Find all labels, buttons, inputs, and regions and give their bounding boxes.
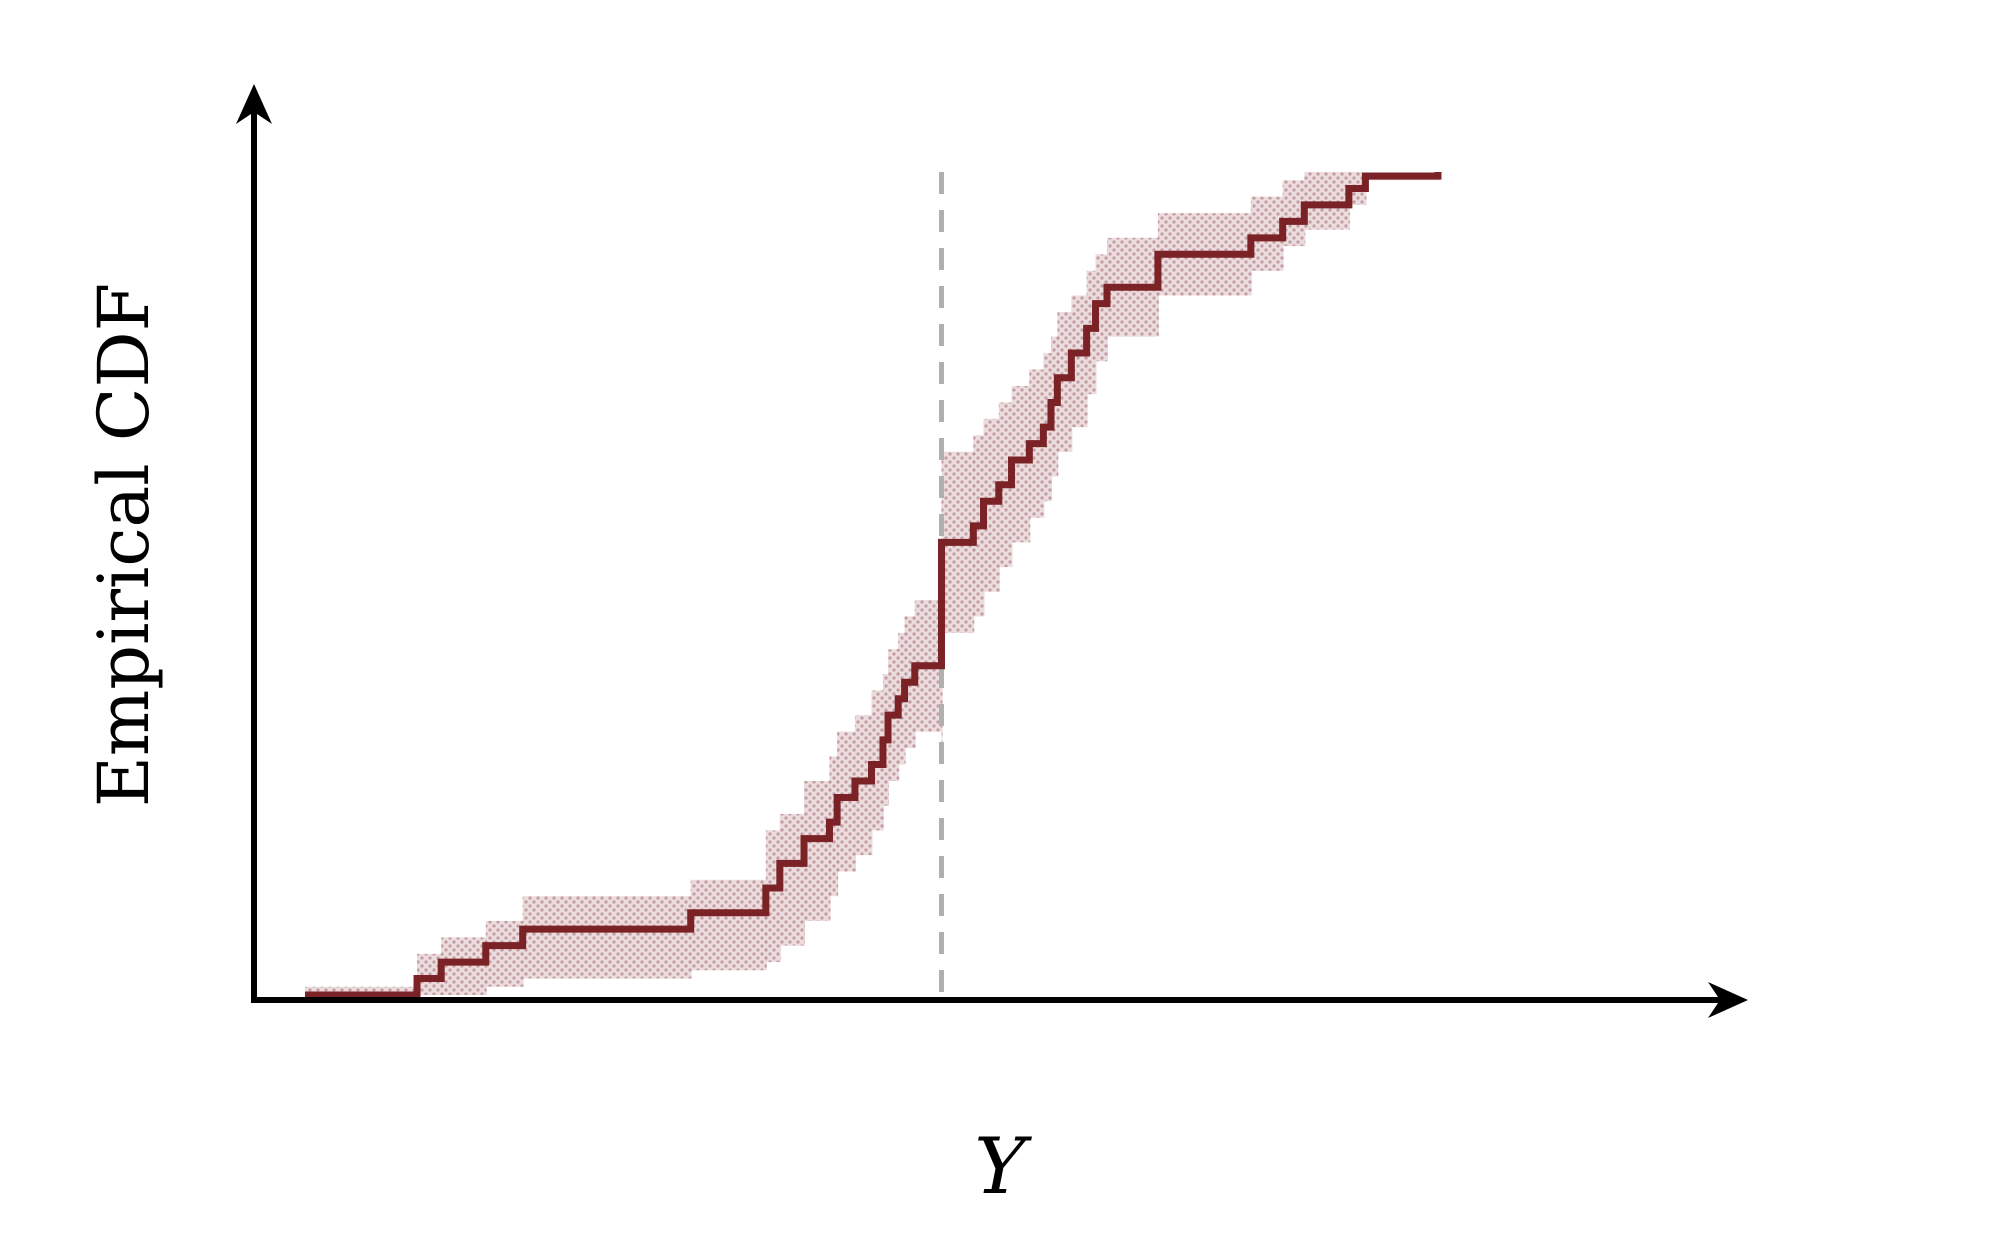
- confidence-band-step: [1057, 311, 1073, 452]
- confidence-band-step: [837, 731, 856, 872]
- confidence-band-step: [690, 879, 767, 971]
- y-axis-label: Empirical CDF: [83, 283, 165, 807]
- x-axis-arrow-icon: [1708, 982, 1748, 1018]
- confidence-band-step: [441, 937, 487, 995]
- confidence-band-step: [1011, 385, 1031, 543]
- confidence-band-step: [1050, 336, 1059, 477]
- confidence-band-step: [1250, 196, 1284, 271]
- confidence-band-step: [1086, 270, 1097, 395]
- confidence-band-step: [829, 756, 839, 897]
- confidence-band-step: [522, 896, 692, 979]
- confidence-band-step: [485, 920, 524, 987]
- confidence-band-step: [1095, 254, 1108, 362]
- confidence-band-step: [1304, 172, 1350, 230]
- confidence-band-step: [779, 813, 806, 946]
- y-axis-arrow-icon: [236, 84, 272, 124]
- ecdf-step-line: [305, 172, 1442, 999]
- confidence-band-step: [1282, 180, 1306, 247]
- confidence-band-step: [871, 690, 884, 831]
- confidence-band-step: [983, 418, 1000, 592]
- confidence-band-step: [854, 715, 873, 856]
- confidence-band-step: [804, 781, 831, 921]
- x-axis-label: Y: [974, 1122, 1032, 1212]
- confidence-band-layer: [305, 172, 1439, 995]
- confidence-band-step: [305, 986, 419, 995]
